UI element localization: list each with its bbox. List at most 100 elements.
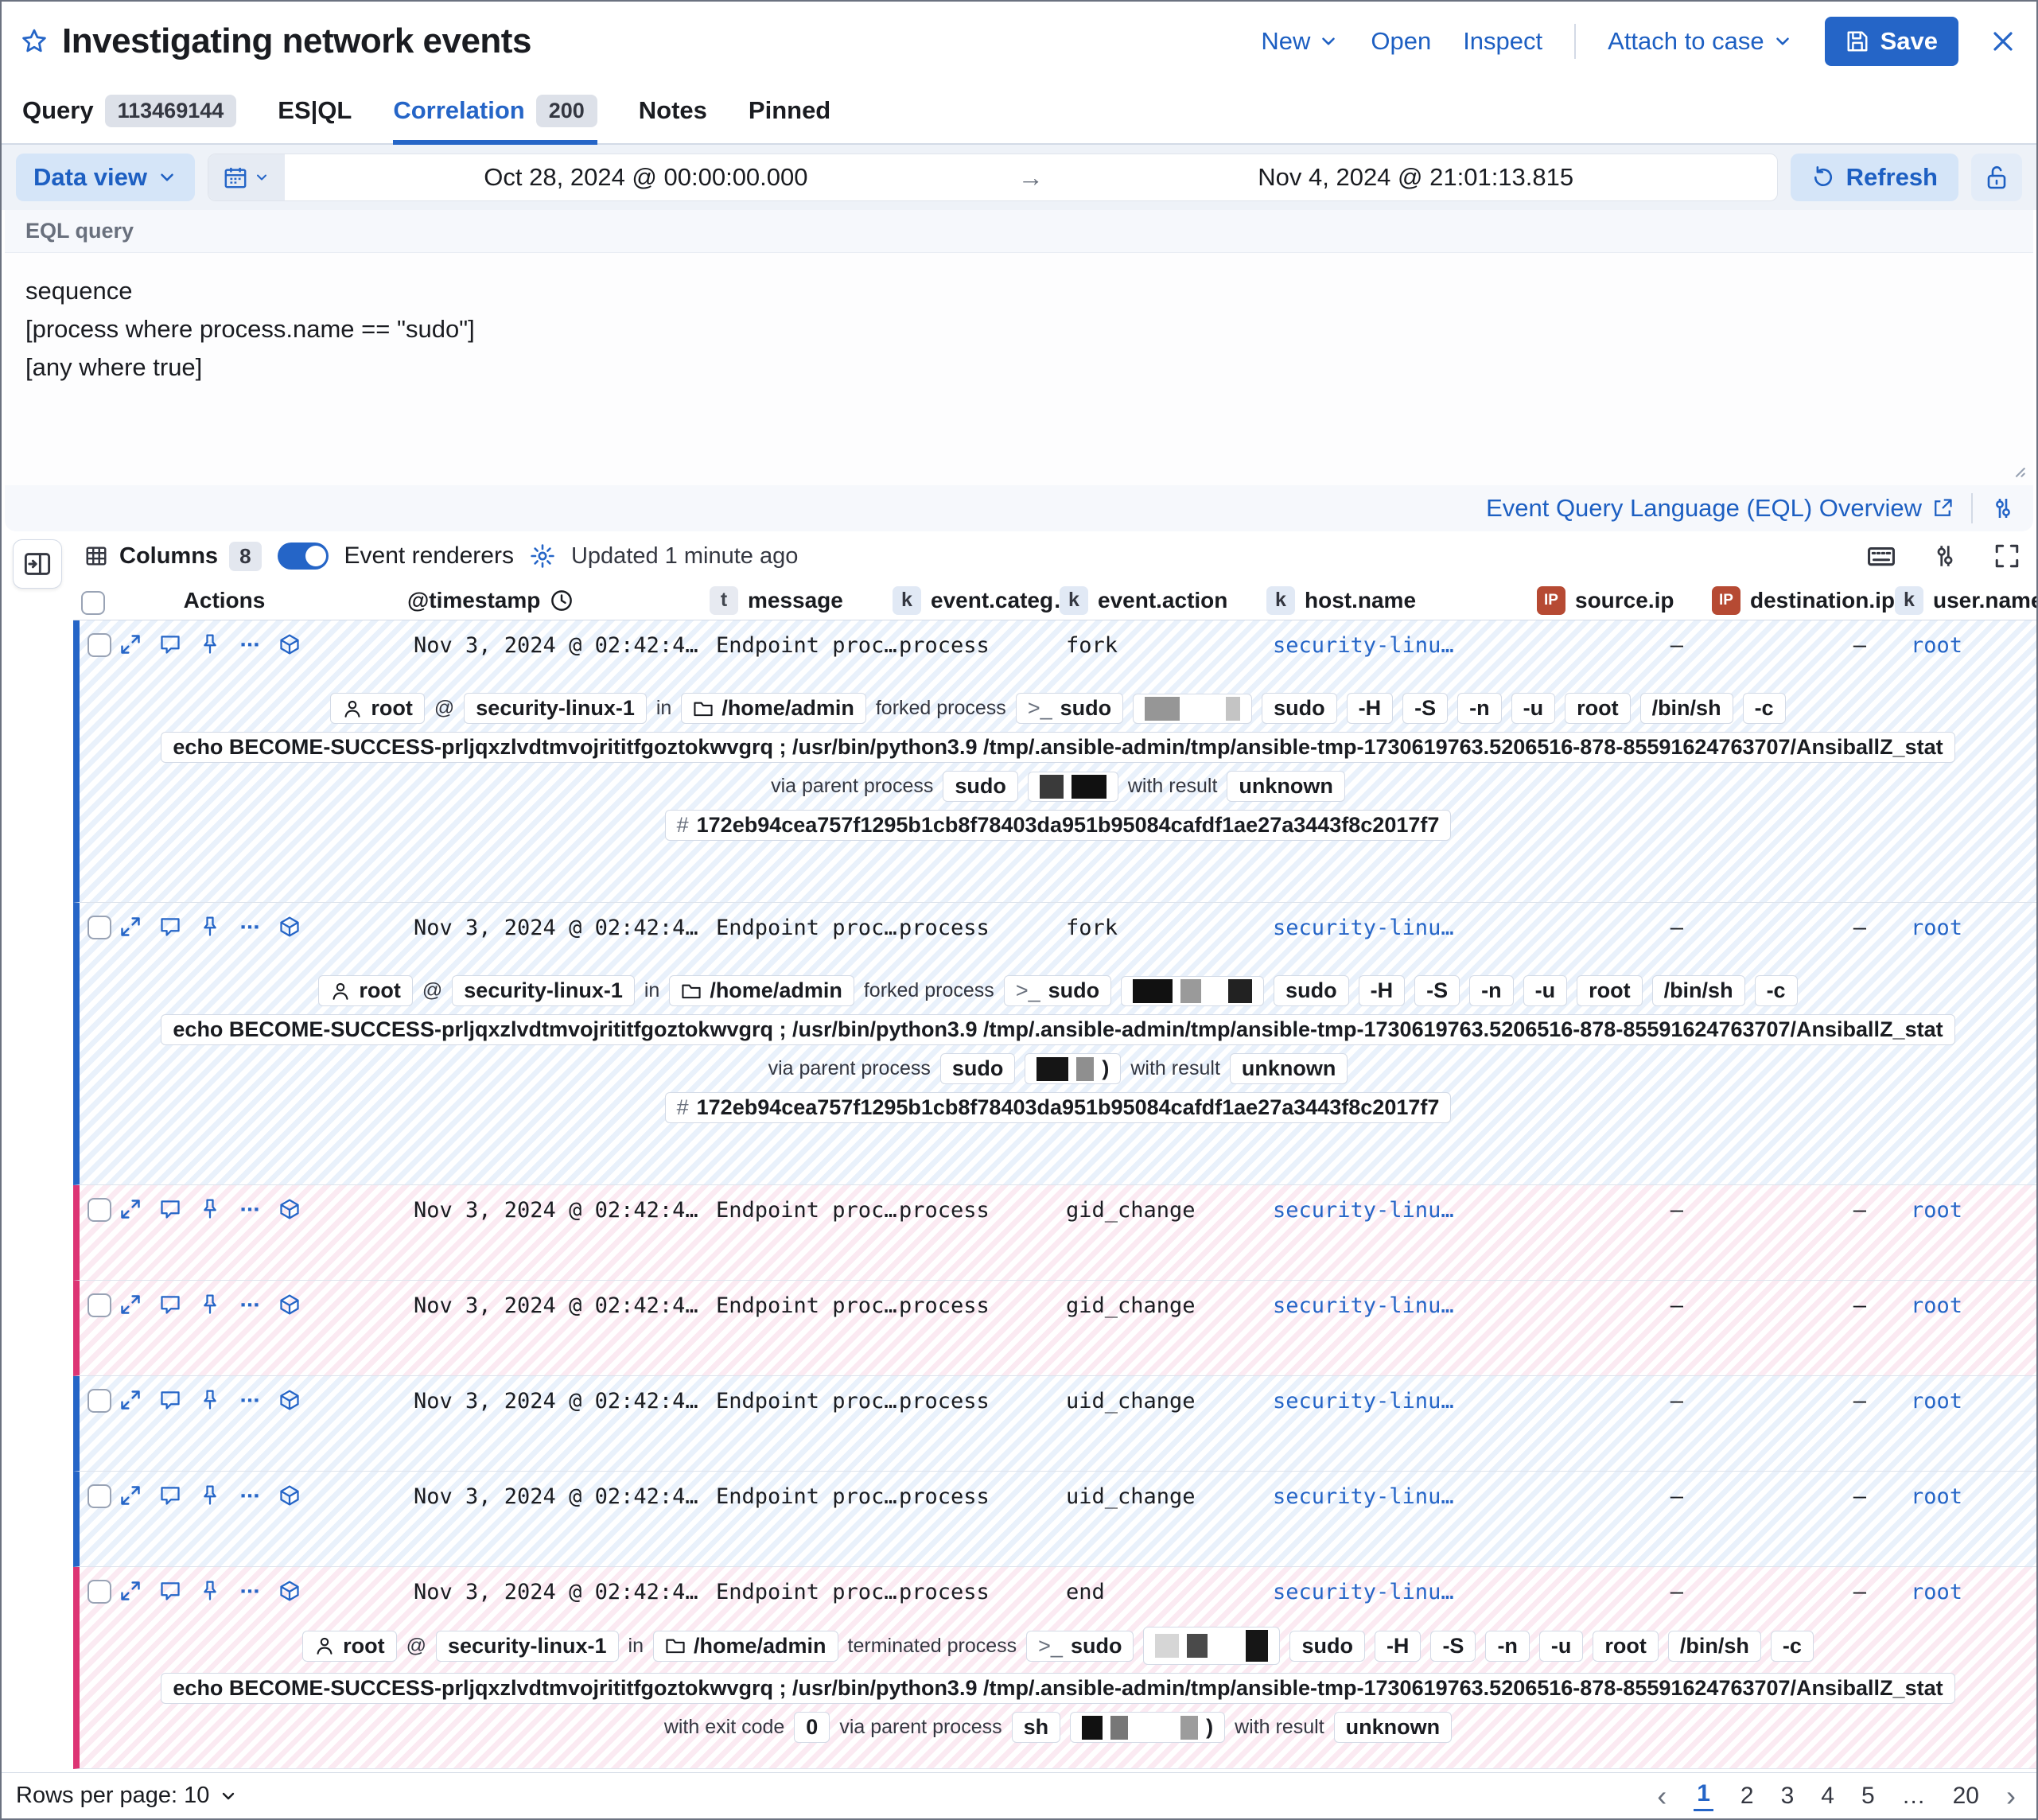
process-arg-badge[interactable]: -S xyxy=(1430,1630,1476,1662)
columns-button[interactable]: Columns 8 xyxy=(84,541,262,571)
process-arg-badge[interactable]: /bin/sh xyxy=(1651,975,1745,1006)
working-directory-badge[interactable]: /home/admin xyxy=(681,693,866,724)
page-button-3[interactable]: 3 xyxy=(1780,1782,1795,1809)
host-badge[interactable]: security-linux-1 xyxy=(452,975,635,1006)
process-arg-badge[interactable]: sudo xyxy=(1289,1630,1365,1662)
column-header-user-name[interactable]: k user.name xyxy=(1895,585,2036,615)
fullscreen-icon[interactable] xyxy=(1993,542,2020,570)
expand-event-icon[interactable] xyxy=(119,1198,142,1220)
close-icon[interactable] xyxy=(1990,29,2016,54)
page-button-1[interactable]: 1 xyxy=(1694,1780,1713,1811)
add-note-icon[interactable] xyxy=(159,1484,181,1507)
process-arg-badge[interactable]: -c xyxy=(1754,975,1798,1006)
refresh-button[interactable]: Refresh xyxy=(1790,154,1958,201)
result-badge[interactable]: unknown xyxy=(1229,1053,1348,1084)
unlock-date-sync-button[interactable] xyxy=(1971,154,2022,201)
process-arg-badge[interactable]: -n xyxy=(1469,975,1514,1006)
page-button-20[interactable]: 20 xyxy=(1952,1782,1979,1809)
pin-event-icon[interactable] xyxy=(199,1389,221,1411)
display-options-icon[interactable] xyxy=(1931,542,1958,570)
column-header-event-category[interactable]: k event.categ… xyxy=(893,585,1060,615)
cell-user-name[interactable]: root xyxy=(1911,916,1963,940)
exit-code-badge[interactable]: 0 xyxy=(794,1712,830,1743)
column-header-event-action[interactable]: k event.action xyxy=(1060,585,1266,615)
working-directory-badge[interactable]: /home/admin xyxy=(669,975,854,1006)
keyboard-shortcuts-icon[interactable] xyxy=(1866,541,1896,571)
process-arg-badge[interactable]: sudo xyxy=(1274,975,1349,1006)
save-button[interactable]: Save xyxy=(1824,17,1958,66)
more-actions-icon[interactable] xyxy=(239,1293,261,1316)
eql-overview-link[interactable]: Event Query Language (EQL) Overview xyxy=(1486,494,1954,523)
cell-host-name[interactable]: security-linu… xyxy=(1273,1580,1454,1604)
process-arg-badge[interactable]: -n xyxy=(1485,1630,1530,1662)
host-badge[interactable]: security-linux-1 xyxy=(464,693,647,724)
analyze-event-icon[interactable] xyxy=(278,1389,301,1411)
page-button-2[interactable]: 2 xyxy=(1740,1782,1754,1809)
column-header-host-name[interactable]: k host.name xyxy=(1266,585,1537,615)
analyze-event-icon[interactable] xyxy=(278,1293,301,1316)
more-actions-icon[interactable] xyxy=(239,1389,261,1411)
process-arg-badge[interactable]: -n xyxy=(1457,693,1502,724)
process-arg-badge[interactable]: sudo xyxy=(1262,693,1337,724)
process-badge[interactable]: >_ sudo xyxy=(1015,693,1124,724)
more-actions-icon[interactable] xyxy=(239,1198,261,1220)
process-arg-badge[interactable]: root xyxy=(1577,975,1643,1006)
add-note-icon[interactable] xyxy=(159,633,181,655)
result-badge[interactable]: unknown xyxy=(1227,771,1345,802)
cell-user-name[interactable]: root xyxy=(1911,1580,1963,1604)
add-note-icon[interactable] xyxy=(159,1580,181,1602)
tab-pinned[interactable]: Pinned xyxy=(748,96,831,124)
column-header-message[interactable]: t message xyxy=(710,585,893,615)
pin-event-icon[interactable] xyxy=(199,633,221,655)
previous-page-button[interactable]: ‹ xyxy=(1657,1779,1667,1812)
process-arg-badge[interactable]: -S xyxy=(1414,975,1460,1006)
eql-settings-icon[interactable] xyxy=(1990,496,2016,521)
row-checkbox[interactable] xyxy=(88,1389,111,1413)
cell-host-name[interactable]: security-linu… xyxy=(1273,1389,1454,1414)
cell-host-name[interactable]: security-linu… xyxy=(1273,1198,1454,1223)
parent-process-badge[interactable]: sudo xyxy=(943,771,1018,802)
process-arg-badge[interactable]: -H xyxy=(1346,693,1394,724)
page-button-5[interactable]: 5 xyxy=(1861,1782,1875,1809)
cell-user-name[interactable]: root xyxy=(1911,1389,1963,1414)
pin-event-icon[interactable] xyxy=(199,1198,221,1220)
analyze-event-icon[interactable] xyxy=(278,916,301,938)
analyze-event-icon[interactable] xyxy=(278,633,301,655)
column-header-destination-ip[interactable]: IP destination.ip xyxy=(1712,585,1895,615)
analyze-event-icon[interactable] xyxy=(278,1580,301,1602)
next-page-button[interactable]: › xyxy=(2006,1779,2016,1812)
pin-event-icon[interactable] xyxy=(199,1580,221,1602)
cell-host-name[interactable]: security-linu… xyxy=(1273,633,1454,658)
process-arg-badge[interactable]: -S xyxy=(1402,693,1449,724)
resize-handle-icon[interactable] xyxy=(2006,458,2027,479)
tab-correlation[interactable]: Correlation 200 xyxy=(393,81,597,145)
process-arg-badge[interactable]: /bin/sh xyxy=(1667,1630,1761,1662)
row-checkbox[interactable] xyxy=(88,1484,111,1508)
pin-event-icon[interactable] xyxy=(199,916,221,938)
start-date-field[interactable]: Oct 28, 2024 @ 00:00:00.000 xyxy=(484,163,808,191)
expand-event-icon[interactable] xyxy=(119,916,142,938)
attach-to-case-button[interactable]: Attach to case xyxy=(1608,27,1792,56)
cell-user-name[interactable]: root xyxy=(1911,633,1963,658)
expand-event-icon[interactable] xyxy=(119,1293,142,1316)
process-arg-badge[interactable]: -c xyxy=(1770,1630,1814,1662)
expand-event-icon[interactable] xyxy=(119,1580,142,1602)
analyze-event-icon[interactable] xyxy=(278,1484,301,1507)
cell-host-name[interactable]: security-linu… xyxy=(1273,1293,1454,1318)
process-arg-badge[interactable]: root xyxy=(1565,693,1631,724)
page-button-4[interactable]: 4 xyxy=(1821,1782,1834,1809)
column-header-source-ip[interactable]: IP source.ip xyxy=(1537,585,1712,615)
event-renderers-toggle[interactable] xyxy=(277,542,329,570)
row-checkbox[interactable] xyxy=(88,1198,111,1222)
new-menu-button[interactable]: New xyxy=(1261,27,1339,56)
open-button[interactable]: Open xyxy=(1371,27,1432,55)
process-badge[interactable]: >_ sudo xyxy=(1026,1630,1134,1662)
favorite-star-icon[interactable] xyxy=(21,28,48,55)
process-arg-badge[interactable]: root xyxy=(1593,1630,1659,1662)
end-date-field[interactable]: Nov 4, 2024 @ 21:01:13.815 xyxy=(1258,163,1574,191)
cell-user-name[interactable]: root xyxy=(1911,1293,1963,1318)
process-arg-badge[interactable]: -H xyxy=(1358,975,1406,1006)
process-arg-badge[interactable]: -c xyxy=(1742,693,1786,724)
analyze-event-icon[interactable] xyxy=(278,1198,301,1220)
process-hash-badge[interactable]: #172eb94cea757f1295b1cb8f78403da951b9508… xyxy=(664,1092,1452,1123)
